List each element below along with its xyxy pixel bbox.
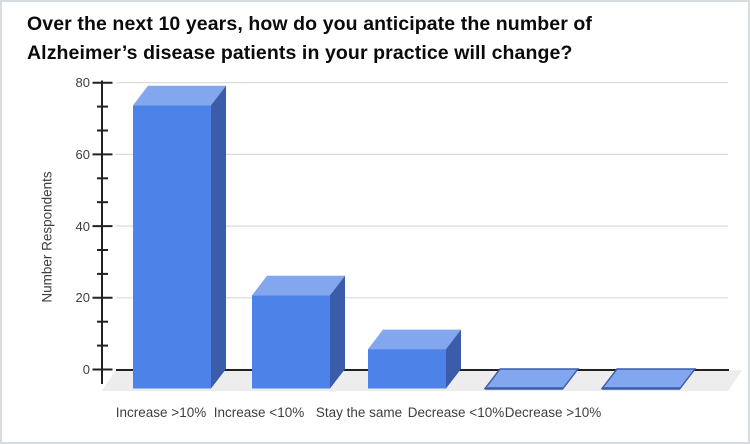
bar-slab-4 — [600, 368, 697, 390]
y-tick-label-0: 0 — [82, 362, 90, 377]
x-category-label-1: Increase <10% — [213, 405, 305, 420]
bar-front-2 — [368, 349, 446, 389]
bar-slab-3 — [483, 368, 580, 390]
y-tick-label-60: 60 — [75, 146, 90, 162]
chart-title-line-2: Alzheimer’s disease patients in your pra… — [27, 42, 573, 64]
chart-title-line-1: Over the next 10 years, how do you antic… — [27, 13, 593, 35]
x-category-label-0: Increase >10% — [115, 405, 207, 420]
bar-side-2 — [446, 329, 461, 389]
bar-side-1 — [330, 275, 345, 389]
bar-front-0 — [133, 105, 211, 389]
y-tick-label-40: 40 — [75, 218, 90, 234]
bar-top-0 — [133, 85, 226, 106]
x-category-label-4: Decrease >10% — [504, 405, 602, 420]
x-category-label-2: Stay the same — [315, 405, 403, 420]
x-category-label-3: Decrease <10% — [407, 405, 505, 420]
y-tick-label-20: 20 — [75, 290, 90, 306]
bar-front-1 — [252, 295, 330, 389]
y-tick-label-80: 80 — [75, 75, 90, 91]
bar-side-0 — [211, 85, 226, 389]
bar-top-1 — [252, 275, 345, 296]
bar-top-2 — [368, 329, 461, 350]
